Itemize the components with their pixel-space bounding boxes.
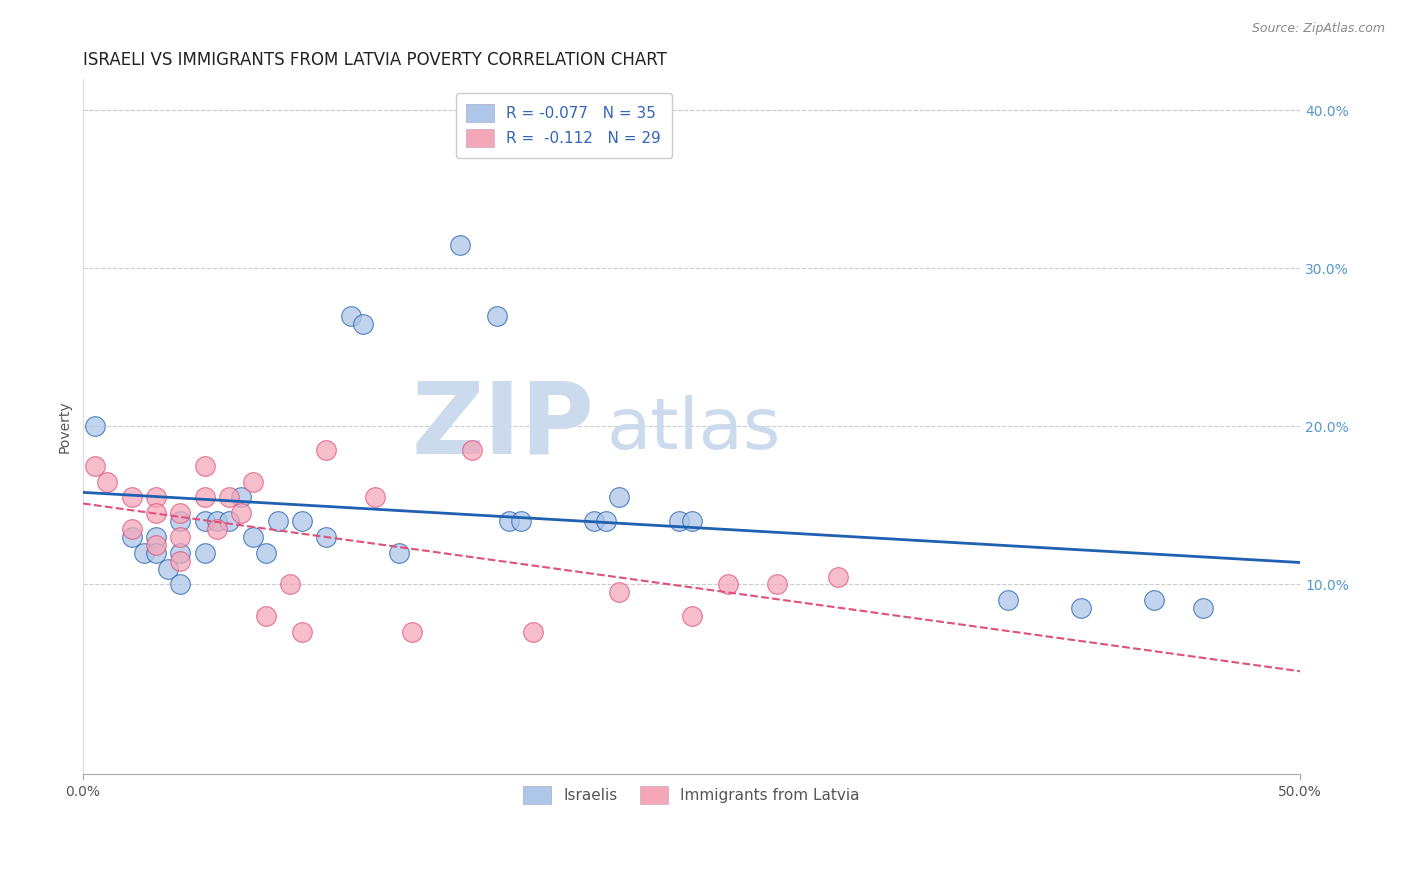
Point [765,577,787,591]
Point [145,491,167,505]
Text: atlas: atlas [606,395,780,465]
Point [194,491,217,505]
Point [485,309,508,323]
Point [522,624,544,639]
Point [254,546,277,560]
Point [583,514,606,528]
Point [607,585,630,599]
Point [291,514,314,528]
Point [1070,601,1092,615]
Point [218,514,240,528]
Point [169,530,191,544]
Legend: Israelis, Immigrants from Latvia: Israelis, Immigrants from Latvia [513,775,870,815]
Point [510,514,533,528]
Point [339,309,361,323]
Text: ISRAELI VS IMMIGRANTS FROM LATVIA POVERTY CORRELATION CHART: ISRAELI VS IMMIGRANTS FROM LATVIA POVERT… [83,51,666,69]
Point [364,491,387,505]
Point [595,514,617,528]
Point [145,530,167,544]
Point [388,546,411,560]
Point [291,624,314,639]
Point [352,317,374,331]
Point [231,491,253,505]
Point [169,546,191,560]
Point [717,577,740,591]
Point [194,458,217,473]
Point [84,458,107,473]
Point [169,577,191,591]
Point [997,593,1019,607]
Point [1191,601,1213,615]
Point [218,491,240,505]
Point [205,514,228,528]
Point [169,506,191,520]
Point [194,514,217,528]
Point [169,554,191,568]
Point [1143,593,1166,607]
Point [205,522,228,536]
Text: ZIP: ZIP [412,378,595,475]
Point [315,443,337,458]
Point [668,514,690,528]
Point [242,530,264,544]
Point [145,546,167,560]
Point [242,475,264,489]
Text: Source: ZipAtlas.com: Source: ZipAtlas.com [1251,22,1385,36]
Point [607,491,630,505]
Point [267,514,290,528]
Point [449,237,471,252]
Point [96,475,118,489]
Point [254,609,277,624]
Point [145,538,167,552]
Point [121,530,143,544]
Point [827,569,849,583]
Point [157,561,180,575]
Point [681,609,703,624]
Point [169,514,191,528]
Point [231,506,253,520]
Point [498,514,520,528]
Point [315,530,337,544]
Point [84,419,107,434]
Point [461,443,484,458]
Point [121,522,143,536]
Point [278,577,301,591]
Point [145,506,167,520]
Point [132,546,155,560]
Y-axis label: Poverty: Poverty [58,400,72,452]
Point [401,624,423,639]
Point [681,514,703,528]
Point [121,491,143,505]
Point [194,546,217,560]
